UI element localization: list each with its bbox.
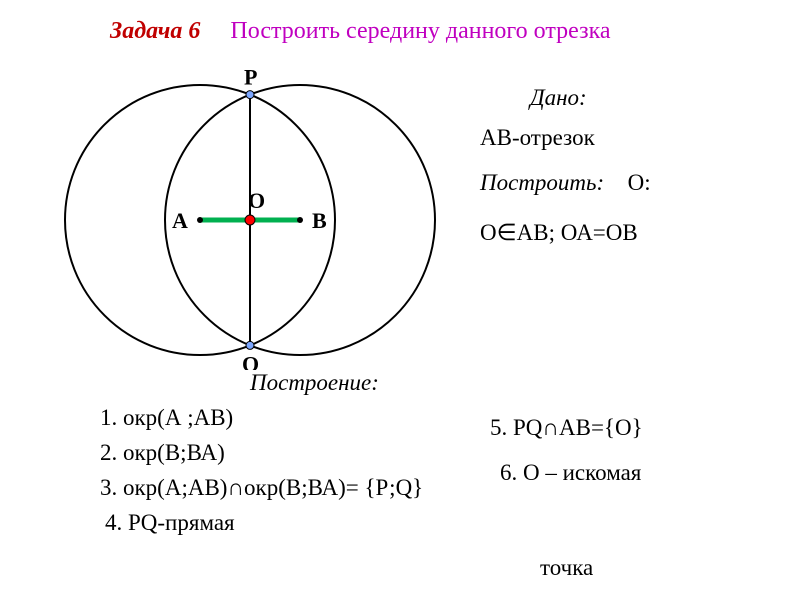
label-B: В bbox=[312, 208, 327, 233]
construct-target: О: bbox=[628, 170, 651, 195]
point-A bbox=[197, 217, 203, 223]
step-5: 5. PQ∩AB={О} bbox=[490, 415, 643, 441]
step-1: 1. окр(А ;АВ) bbox=[100, 405, 233, 431]
slide-root: Задача 6 Построить середину данного отре… bbox=[0, 0, 800, 600]
label-O: О bbox=[248, 188, 265, 213]
construction-label: Построение: bbox=[250, 370, 379, 396]
point-B bbox=[297, 217, 303, 223]
step-4: 4. PQ-прямая bbox=[105, 510, 235, 536]
construct-row: Построить: О: bbox=[480, 170, 651, 196]
point-P bbox=[246, 91, 254, 99]
construction-diagram: Р Q А В О bbox=[30, 50, 460, 370]
final-word: точка bbox=[540, 555, 593, 581]
title-row: Задача 6 Построить середину данного отре… bbox=[110, 18, 790, 45]
step-2: 2. окр(В;ВА) bbox=[100, 440, 225, 466]
construct-condition: О∈АВ; ОА=ОВ bbox=[480, 220, 638, 246]
given-label: Дано: bbox=[530, 85, 587, 111]
label-P: Р bbox=[244, 65, 257, 90]
point-Q bbox=[246, 341, 254, 349]
label-Q: Q bbox=[242, 351, 259, 370]
construct-label: Построить: bbox=[480, 170, 604, 195]
problem-text: Построить середину данного отрезка bbox=[230, 18, 610, 44]
label-A: А bbox=[172, 208, 188, 233]
point-O bbox=[245, 215, 255, 225]
given-line: АВ-отрезок bbox=[480, 125, 595, 151]
step-6: 6. О – искомая bbox=[500, 460, 641, 486]
problem-label: Задача 6 bbox=[110, 18, 200, 44]
step-3: 3. окр(А;АВ)∩окр(В;ВА)= {Р;Q} bbox=[100, 475, 423, 501]
